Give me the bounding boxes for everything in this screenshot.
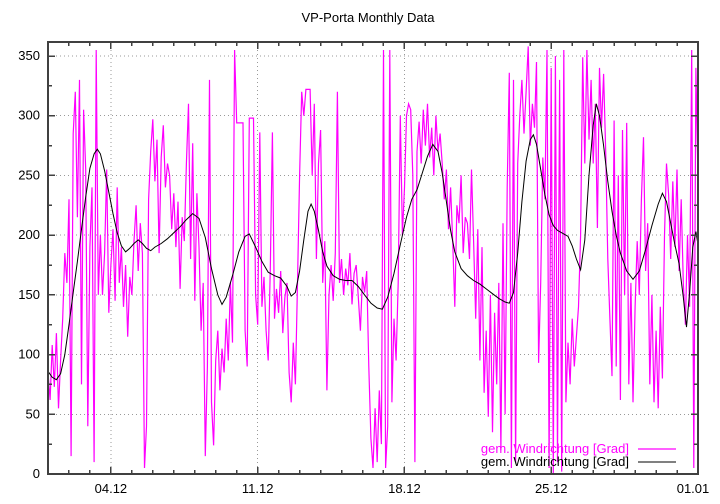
series-smoothed-windrichtung bbox=[47, 103, 699, 381]
axis-layer bbox=[47, 41, 699, 475]
legend: gem. Windrichtung [Grad] gem. Windrichtu… bbox=[481, 441, 676, 469]
y-tick-label: 350 bbox=[18, 48, 40, 63]
plot-border bbox=[47, 41, 699, 475]
legend-label-smoothed: gem. Windrichtung [Grad] bbox=[481, 454, 629, 469]
x-tick-label: 18.12 bbox=[388, 481, 421, 496]
series-measured-windrichtung bbox=[47, 46, 699, 475]
series-layer bbox=[47, 46, 699, 475]
y-tick-label: 150 bbox=[18, 287, 40, 302]
y-tick-label: 50 bbox=[26, 406, 40, 421]
y-tick-label: 100 bbox=[18, 347, 40, 362]
y-tick-label: 300 bbox=[18, 108, 40, 123]
x-tick-label: 11.12 bbox=[242, 481, 274, 496]
x-tick-label: 25.12 bbox=[535, 481, 568, 496]
y-tick-label: 200 bbox=[18, 227, 40, 242]
y-tick-label: 0 bbox=[33, 466, 40, 481]
tick-label-layer: 0 50 100 150 200 250 300 350 04.12 11.12 18.12 25.1… bbox=[18, 48, 709, 496]
legend-label-measured: gem. Windrichtung [Grad] bbox=[481, 441, 629, 456]
chart-title: VP-Porta Monthly Data bbox=[302, 10, 436, 25]
y-tick-label: 250 bbox=[18, 167, 40, 182]
x-tick-label: 01.01 bbox=[677, 481, 710, 496]
x-tick-label: 04.12 bbox=[95, 481, 128, 496]
